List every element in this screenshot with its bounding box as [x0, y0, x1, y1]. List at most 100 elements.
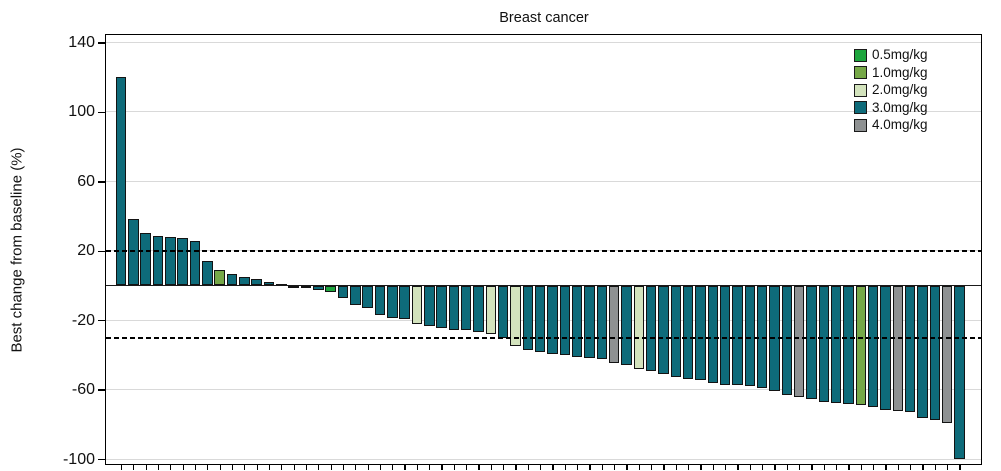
bar	[917, 285, 928, 419]
x-axis-tick	[749, 464, 751, 470]
bar	[448, 285, 460, 330]
legend-item: 1.0mg/kg	[854, 64, 928, 80]
x-axis-tick	[145, 464, 147, 470]
x-axis-tick	[651, 464, 653, 470]
legend-item: 2.0mg/kg	[854, 83, 928, 97]
bar	[793, 285, 805, 397]
x-axis-tick	[601, 464, 603, 470]
legend-item: 4.0mg/kg	[854, 118, 928, 132]
bar	[584, 285, 595, 358]
x-axis-tick	[836, 464, 838, 470]
x-axis-tick	[120, 464, 123, 470]
x-axis-tick	[922, 464, 924, 470]
reference-line	[106, 336, 981, 339]
bar	[880, 285, 891, 410]
x-axis-tick	[934, 464, 936, 470]
x-axis-tick	[503, 464, 505, 470]
bar	[830, 285, 842, 403]
x-axis-tick	[786, 464, 788, 470]
bar	[485, 285, 497, 335]
x-axis-tick	[478, 464, 480, 470]
bar	[806, 285, 817, 400]
legend-label: 3.0mg/kg	[872, 99, 928, 115]
bar	[177, 237, 188, 286]
x-axis-tick	[342, 464, 345, 470]
x-axis-tick	[219, 464, 221, 470]
x-axis-tick	[663, 464, 665, 470]
x-axis-tick	[823, 464, 825, 470]
bar	[140, 233, 151, 286]
y-axis-tick	[98, 458, 105, 461]
y-tick-label: 100	[68, 103, 95, 121]
bar	[818, 285, 830, 402]
legend-swatch	[854, 101, 867, 115]
x-axis-tick	[392, 464, 394, 470]
x-axis-tick	[170, 464, 172, 470]
legend-label: 0.5mg/kg	[872, 47, 928, 62]
bar	[460, 285, 472, 330]
x-axis-tick	[244, 464, 246, 470]
y-axis-tick	[98, 319, 105, 322]
legend-swatch	[854, 83, 867, 97]
y-axis-tick	[98, 250, 105, 252]
legend-swatch	[854, 66, 867, 80]
bar	[954, 285, 965, 460]
bar	[152, 235, 164, 286]
bar	[473, 285, 484, 332]
x-axis-tick	[737, 464, 739, 470]
bar	[658, 285, 669, 375]
zero-line	[106, 284, 981, 287]
x-axis-tick	[564, 464, 566, 470]
bar	[867, 285, 879, 408]
x-axis-tick	[811, 464, 813, 470]
x-axis-tick	[762, 464, 764, 470]
bar	[115, 77, 127, 286]
gridline	[106, 111, 981, 113]
bar	[670, 285, 682, 377]
x-axis-tick	[860, 464, 862, 470]
bar	[941, 285, 953, 423]
x-axis-tick	[293, 464, 295, 470]
x-axis-tick	[231, 464, 234, 470]
bar	[534, 285, 546, 353]
bar	[621, 285, 632, 366]
y-tick-label: -20	[71, 311, 95, 329]
bar	[202, 261, 213, 286]
bar	[497, 285, 509, 338]
x-axis-tick	[910, 464, 912, 470]
bar	[399, 285, 410, 320]
x-axis-tick	[429, 464, 431, 470]
bar	[337, 285, 349, 298]
legend-item: 3.0mg/kg	[854, 99, 928, 115]
legend-label: 1.0mg/kg	[872, 64, 928, 80]
bar	[424, 285, 435, 327]
x-axis-tick	[318, 464, 320, 470]
x-axis-tick	[885, 464, 887, 470]
legend-label: 2.0mg/kg	[872, 82, 928, 98]
legend-swatch	[854, 48, 867, 62]
x-axis-tick	[577, 464, 579, 470]
legend-swatch	[854, 118, 867, 132]
bar	[855, 285, 867, 406]
gridline	[106, 458, 981, 460]
x-axis-tick	[897, 464, 899, 470]
x-axis-tick	[638, 464, 640, 470]
bar	[374, 285, 386, 316]
x-axis-tick	[626, 464, 628, 470]
gridline	[106, 389, 981, 391]
x-axis-tick	[182, 464, 184, 470]
bar	[719, 285, 731, 385]
y-axis-tick	[98, 111, 105, 114]
x-axis-tick	[466, 464, 468, 470]
x-axis-tick	[281, 464, 283, 470]
bar	[596, 285, 608, 360]
x-axis-tick	[367, 464, 369, 470]
chart-title: Breast cancer	[499, 10, 589, 26]
x-axis-tick	[379, 464, 382, 470]
bar	[892, 285, 904, 411]
bar	[559, 285, 571, 355]
x-axis-tick	[774, 464, 776, 470]
bar	[387, 285, 398, 318]
x-axis-tick	[688, 464, 690, 470]
